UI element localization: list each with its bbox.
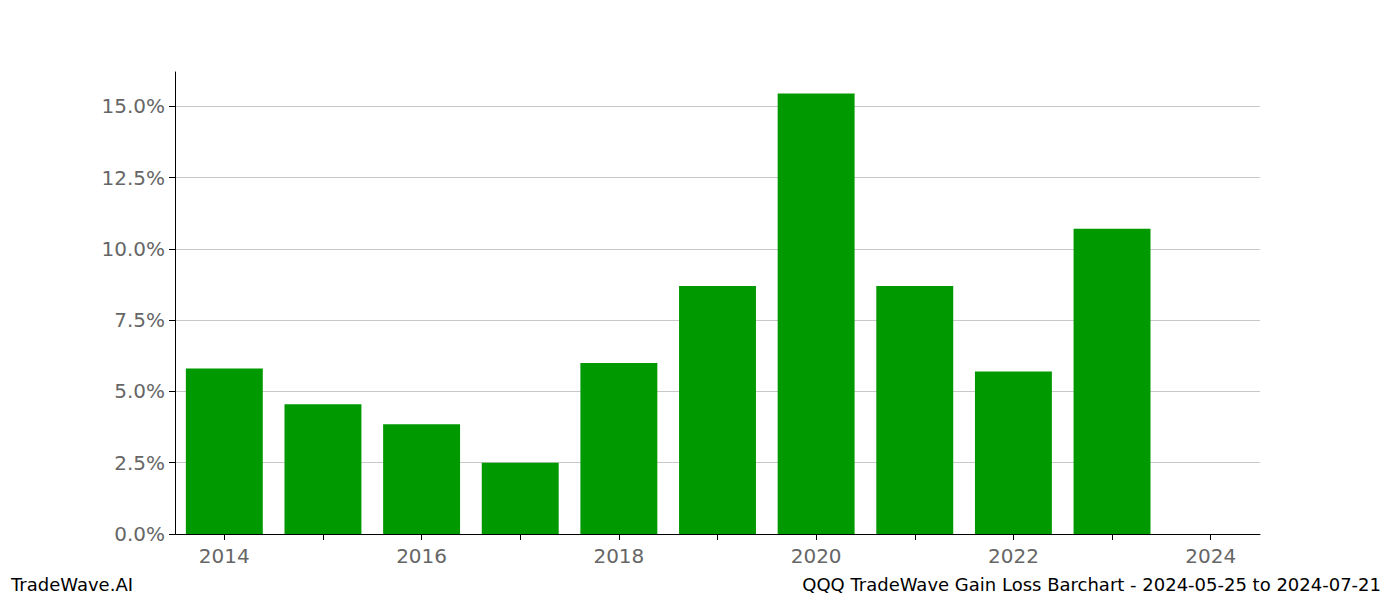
svg-text:5.0%: 5.0% [114,379,165,403]
svg-text:2018: 2018 [593,544,644,568]
svg-text:2016: 2016 [396,544,447,568]
svg-text:2022: 2022 [988,544,1039,568]
svg-text:QQQ TradeWave Gain Loss Barcha: QQQ TradeWave Gain Loss Barchart - 2024-… [802,574,1381,595]
svg-text:15.0%: 15.0% [101,94,165,118]
svg-text:2020: 2020 [791,544,842,568]
svg-text:TradeWave.AI: TradeWave.AI [10,574,133,595]
svg-text:2014: 2014 [199,544,250,568]
svg-text:12.5%: 12.5% [101,166,165,190]
svg-text:2.5%: 2.5% [114,451,165,475]
svg-text:2024: 2024 [1185,544,1236,568]
svg-text:0.0%: 0.0% [114,522,165,546]
svg-text:7.5%: 7.5% [114,308,165,332]
svg-text:10.0%: 10.0% [101,237,165,261]
